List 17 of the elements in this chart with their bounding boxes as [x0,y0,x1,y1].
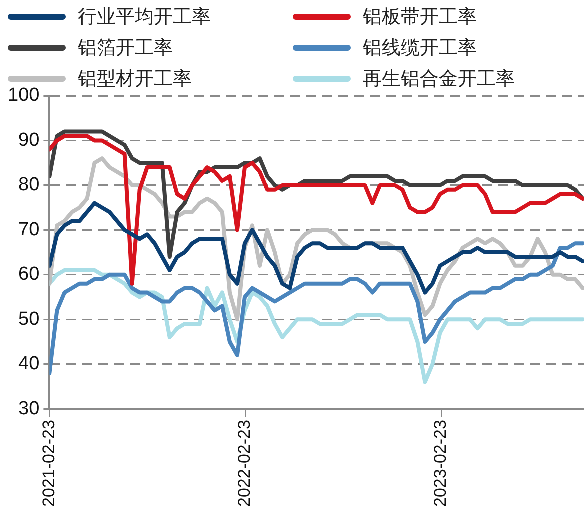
y-tick-label: 80 [18,174,40,196]
legend-label: 铝箔开工率 [78,36,173,60]
y-tick-label: 30 [18,398,40,420]
y-tick-label: 70 [18,219,40,240]
y-tick-label: 90 [18,130,40,151]
y-tick-label: 40 [18,354,40,375]
x-tick-label: 2023-02-23 [430,420,450,508]
y-tick-label: 50 [18,308,40,330]
legend-label: 再生铝合金开工率 [363,66,515,92]
legend-label: 铝线缆开工率 [363,36,477,60]
legend-label: 行业平均开工率 [78,4,211,30]
legend-label: 铝板带开工率 [363,4,477,30]
x-tick-label: 2021-02-23 [39,420,58,508]
y-tick-label: 100 [8,85,40,106]
y-tick-label: 60 [18,264,40,286]
x-tick-label: 2022-02-23 [235,420,254,508]
legend-label: 铝型材开工率 [78,66,192,92]
